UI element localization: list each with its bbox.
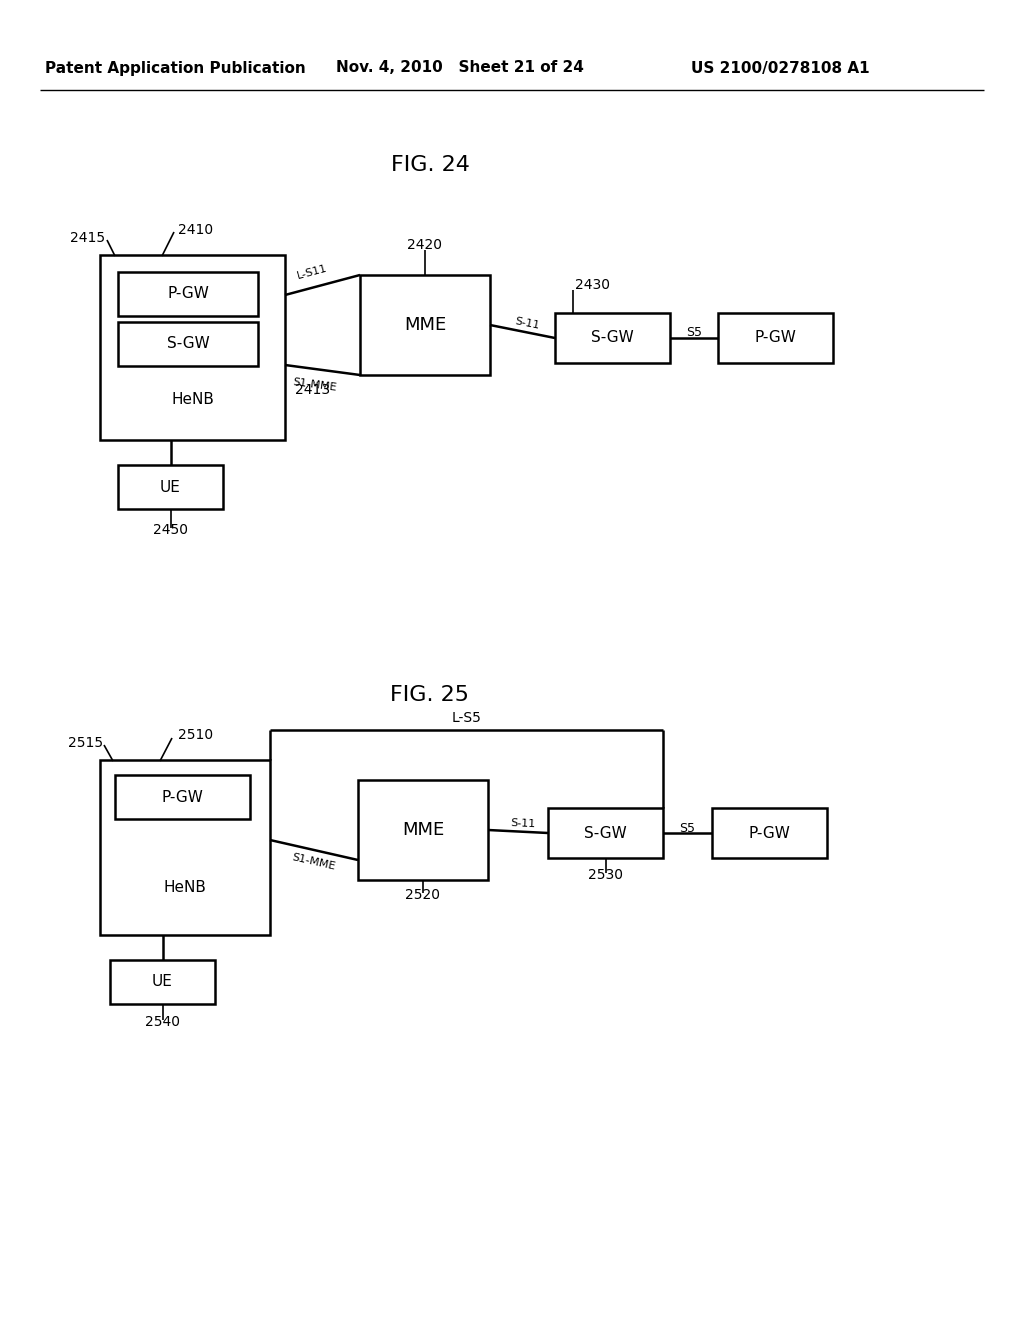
Text: HeNB: HeNB (164, 880, 207, 895)
Bar (100, 255, 285, 440)
Text: S-GW: S-GW (591, 330, 634, 346)
Text: Nov. 4, 2010   Sheet 21 of 24: Nov. 4, 2010 Sheet 21 of 24 (336, 61, 584, 75)
Text: 2410: 2410 (178, 223, 213, 238)
Text: S5: S5 (686, 326, 702, 339)
Bar (118, 272, 258, 315)
Text: MME: MME (403, 315, 446, 334)
Text: 2413: 2413 (295, 383, 330, 397)
Bar (712, 808, 827, 858)
Text: P-GW: P-GW (749, 825, 791, 841)
Text: P-GW: P-GW (755, 330, 797, 346)
Text: UE: UE (152, 974, 173, 990)
Text: 2510: 2510 (178, 729, 213, 742)
Text: S-GW: S-GW (167, 337, 209, 351)
Bar (110, 960, 215, 1005)
Text: HeNB: HeNB (171, 392, 214, 408)
Text: FIG. 24: FIG. 24 (390, 154, 469, 176)
Text: S-11: S-11 (514, 315, 541, 331)
Text: 2530: 2530 (588, 869, 623, 882)
Text: S-GW: S-GW (584, 825, 627, 841)
Text: S1-MME: S1-MME (292, 378, 337, 393)
Text: 2430: 2430 (575, 279, 610, 292)
Text: S1-MME: S1-MME (291, 853, 337, 871)
Text: 2520: 2520 (406, 888, 440, 902)
Bar (718, 313, 833, 363)
Text: US 2100/0278108 A1: US 2100/0278108 A1 (690, 61, 869, 75)
Bar (100, 760, 270, 935)
Bar (548, 808, 663, 858)
Text: Patent Application Publication: Patent Application Publication (45, 61, 305, 75)
Text: P-GW: P-GW (162, 789, 204, 804)
Text: 2540: 2540 (145, 1015, 180, 1030)
Bar (360, 275, 490, 375)
Bar (115, 775, 250, 818)
Text: L-S11: L-S11 (296, 263, 329, 281)
Text: 2450: 2450 (153, 523, 188, 537)
Text: MME: MME (401, 821, 444, 840)
Text: S-11: S-11 (510, 818, 536, 829)
Text: 2420: 2420 (408, 238, 442, 252)
Text: L-S5: L-S5 (452, 711, 481, 725)
Bar (358, 780, 488, 880)
Text: S5: S5 (680, 821, 695, 834)
Bar (118, 322, 258, 366)
Text: FIG. 25: FIG. 25 (390, 685, 469, 705)
Text: UE: UE (160, 479, 181, 495)
Text: P-GW: P-GW (167, 286, 209, 301)
Bar (555, 313, 670, 363)
Bar (118, 465, 223, 510)
Text: 2515: 2515 (68, 737, 103, 750)
Text: 2415: 2415 (70, 231, 105, 246)
